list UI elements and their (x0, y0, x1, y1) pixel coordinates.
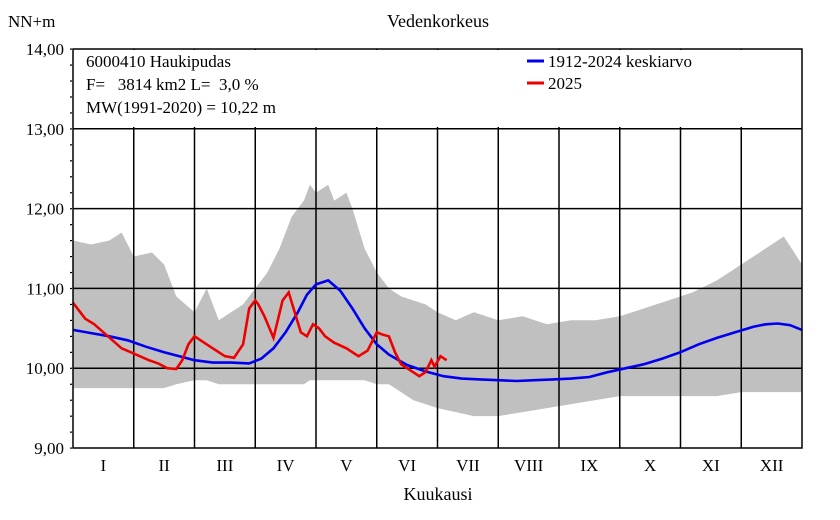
y-minor-tick (70, 431, 72, 433)
y-axis-title: NN+m (8, 12, 55, 31)
station-info-box: 6000410 Haukipudas F= 3814 km2 L= 3,0 % … (74, 50, 514, 127)
series-line-mean (72, 278, 803, 383)
y-minor-tick (70, 80, 72, 82)
y-minor-tick (70, 271, 72, 274)
y-minor-tick (70, 255, 72, 258)
y-minor-tick (70, 96, 72, 98)
y-tick-label: 14,00 (26, 40, 64, 59)
y-minor-tick (70, 287, 72, 290)
y-minor-tick (70, 192, 72, 194)
station-name: 6000410 Haukipudas (86, 52, 231, 71)
y-minor-tick (70, 64, 72, 66)
y-tick-label: 13,00 (26, 120, 64, 139)
x-tick-label: III (216, 456, 233, 475)
station-info-background (74, 50, 514, 127)
x-tick-label: V (340, 456, 353, 475)
y-minor-tick (70, 144, 72, 146)
x-tick-label: XII (760, 456, 784, 475)
y-minor-tick (70, 383, 72, 385)
catchment-info: F= 3814 km2 L= 3,0 % (86, 75, 259, 94)
x-axis-title: Kuukausi (404, 484, 473, 504)
y-tick-label: 10,00 (26, 359, 64, 378)
plot-frame (72, 48, 803, 449)
x-tick-label: IV (277, 456, 296, 475)
y-tick-label: 12,00 (26, 200, 64, 219)
y-tick-label: 11,00 (26, 279, 64, 298)
legend: 1912-2024 keskiarvo 2025 (514, 50, 801, 127)
y-minor-tick (70, 112, 72, 114)
y-minor-tick (70, 351, 72, 353)
y-minor-tick (70, 335, 72, 337)
y-minor-tick (70, 176, 72, 178)
x-tick-label: X (644, 456, 656, 475)
legend-label-2025: 2025 (548, 74, 582, 93)
y-ticks: 9,00 10,00 11,00 12,00 13,00 14,00 (26, 40, 72, 458)
x-tick-label: I (101, 456, 107, 475)
y-minor-tick (70, 447, 72, 449)
y-minor-tick (70, 367, 72, 369)
legend-background (514, 50, 801, 127)
x-tick-label: XI (702, 456, 720, 475)
x-tick-label: VIII (514, 456, 544, 475)
y-minor-tick (70, 128, 72, 130)
x-tick-label: VII (456, 456, 480, 475)
y-minor-tick (70, 48, 72, 50)
legend-label-mean: 1912-2024 keskiarvo (548, 52, 692, 71)
plot-area (71, 48, 803, 449)
y-minor-tick (70, 208, 72, 210)
grid-lines (73, 49, 802, 448)
y-minor-tick (70, 319, 72, 322)
series-line-2025 (71, 289, 448, 378)
y-minor-tick (70, 415, 72, 417)
chart-title: Vedenkorkeus (387, 11, 489, 31)
x-tick-label: VI (398, 456, 416, 475)
y-minor-tick (70, 399, 72, 401)
x-tick-label: IX (580, 456, 598, 475)
y-minor-tick (70, 240, 72, 242)
x-tick-label: II (158, 456, 170, 475)
y-minor-tick (70, 303, 72, 306)
y-minor-tick (70, 160, 72, 162)
mean-water-level: MW(1991-2020) = 10,22 m (86, 98, 276, 117)
x-ticks: I II III IV V VI VII VIII IX X XI XII (101, 456, 784, 475)
y-minor-tick (70, 224, 72, 226)
y-tick-label: 9,00 (34, 439, 64, 458)
